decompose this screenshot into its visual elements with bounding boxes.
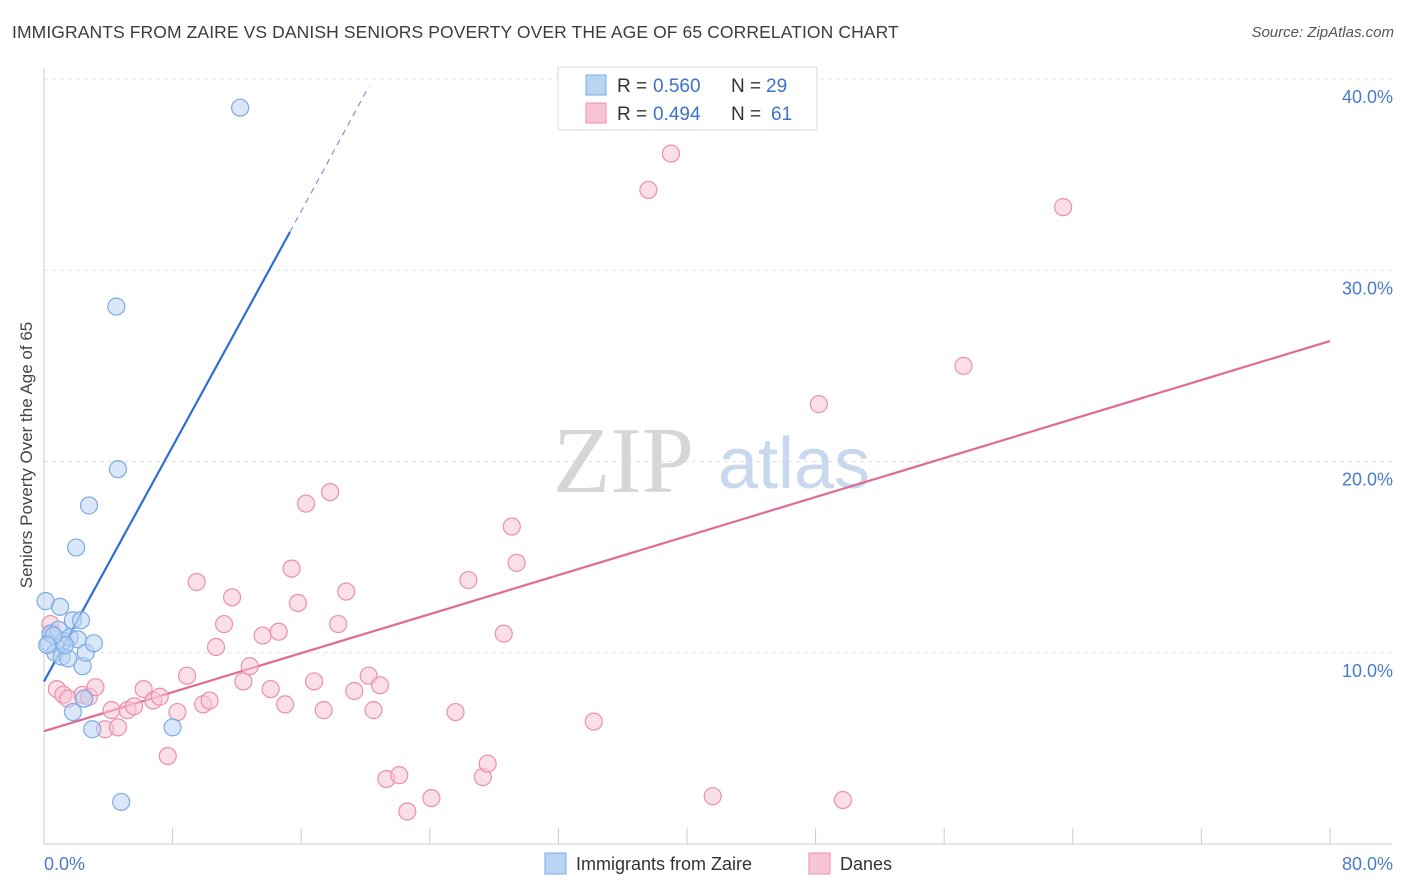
danes-point-46 xyxy=(422,788,441,808)
danes-point-10 xyxy=(108,718,128,737)
y-tick-label-1: 20.0% xyxy=(1342,470,1393,490)
tick-labels: 10.0% 20.0% 30.0% 40.0% 0.0% 80.0% xyxy=(44,87,1393,874)
y-tick-label-3: 40.0% xyxy=(1342,87,1393,107)
danes-point-38 xyxy=(337,582,356,601)
zaire-point-13 xyxy=(67,538,86,557)
danes-point-16 xyxy=(158,746,177,766)
danes-point-57 xyxy=(703,787,722,806)
danes-point-56 xyxy=(661,144,681,163)
bottom-legend-label-zaire: Immigrants from Zaire xyxy=(576,854,752,874)
danes-point-9 xyxy=(102,701,121,720)
zaire-point-20 xyxy=(83,720,102,739)
danes-point-19 xyxy=(187,572,206,592)
axes xyxy=(43,68,1392,845)
danes-point-36 xyxy=(321,483,340,502)
bottom-legend-swatch-danes xyxy=(808,852,831,875)
danes-point-17 xyxy=(168,702,187,722)
danes-point-53 xyxy=(507,553,526,572)
zaire-point-18 xyxy=(84,634,103,653)
danes-point-60 xyxy=(954,356,973,375)
y-tick-label-2: 30.0% xyxy=(1342,278,1393,298)
trend-extension-0 xyxy=(289,86,370,233)
danes-point-59 xyxy=(833,790,853,810)
danes-point-7 xyxy=(86,678,105,697)
y-axis-label: Seniors Poverty Over the Age of 65 xyxy=(17,322,36,588)
legend-swatch-zaire xyxy=(585,74,607,96)
zaire-point-24 xyxy=(163,718,182,737)
danes-point-55 xyxy=(639,180,658,200)
legend-n-value-zaire: 29 xyxy=(766,76,787,97)
data-points xyxy=(36,98,1073,821)
y-tick-label-0: 10.0% xyxy=(1342,661,1393,681)
x-tick-label-0: 0.0% xyxy=(44,854,85,874)
x-tick-label-1: 80.0% xyxy=(1342,854,1393,874)
danes-point-54 xyxy=(584,712,603,731)
legend-r-label-danes: R = xyxy=(617,104,647,125)
danes-point-51 xyxy=(494,624,513,643)
danes-point-27 xyxy=(253,626,272,645)
zaire-point-15 xyxy=(75,689,94,708)
bottom-legend: Immigrants from Zaire Danes xyxy=(544,852,892,875)
legend-r-value-danes: 0.494 xyxy=(653,104,701,125)
danes-point-18 xyxy=(177,666,197,685)
danes-point-61 xyxy=(1054,198,1073,217)
legend-swatch-danes xyxy=(585,102,607,124)
zaire-point-23 xyxy=(112,792,131,812)
danes-point-30 xyxy=(276,695,295,714)
danes-point-42 xyxy=(370,676,390,695)
zaire-point-19 xyxy=(63,702,83,722)
danes-point-58 xyxy=(809,395,828,414)
danes-point-37 xyxy=(329,614,348,634)
danes-point-12 xyxy=(124,697,144,716)
bottom-legend-swatch-zaire xyxy=(544,852,567,875)
danes-point-41 xyxy=(364,701,383,720)
danes-point-24 xyxy=(222,588,242,607)
zaire-point-21 xyxy=(107,297,126,316)
danes-point-26 xyxy=(240,657,259,676)
danes-point-22 xyxy=(206,637,226,657)
danes-point-39 xyxy=(345,681,364,701)
legend-r-value-zaire: 0.560 xyxy=(653,76,701,97)
watermark-atlas: atlas xyxy=(718,424,870,504)
danes-point-50 xyxy=(478,754,497,773)
legend-r-label-zaire: R = xyxy=(617,76,647,97)
gridlines xyxy=(44,78,1392,654)
danes-point-33 xyxy=(296,494,316,513)
danes-point-21 xyxy=(200,691,219,710)
zaire-point-25 xyxy=(231,98,250,117)
legend-n-label-zaire: N = xyxy=(731,76,761,97)
danes-point-48 xyxy=(459,570,478,590)
source-label: Source: ZipAtlas.com xyxy=(1251,24,1394,41)
danes-point-15 xyxy=(150,687,169,706)
zipatlas-watermark: ZIP atlas xyxy=(553,409,870,513)
danes-point-29 xyxy=(269,622,288,641)
danes-point-47 xyxy=(446,702,465,722)
bottom-legend-label-danes: Danes xyxy=(840,854,892,874)
zaire-point-17 xyxy=(79,496,99,515)
danes-point-28 xyxy=(261,679,280,699)
legend-n-label-danes: N = xyxy=(731,104,761,125)
zaire-point-22 xyxy=(108,460,128,479)
trend-line-1 xyxy=(43,339,1331,733)
watermark-zip: ZIP xyxy=(553,409,694,513)
zaire-point-12 xyxy=(71,611,91,630)
trend-line-0 xyxy=(43,231,291,682)
danes-point-35 xyxy=(314,701,333,720)
zaire-point-4 xyxy=(50,597,70,616)
zaire-point-28 xyxy=(38,635,57,655)
legend-n-value-danes: 61 xyxy=(771,104,792,125)
danes-point-23 xyxy=(214,614,234,634)
danes-point-31 xyxy=(282,559,301,578)
danes-point-25 xyxy=(234,672,253,691)
danes-point-52 xyxy=(502,517,521,536)
danes-point-44 xyxy=(390,766,409,785)
danes-point-34 xyxy=(304,672,324,691)
legend-box: R = 0.560 N = 29 R = 0.494 N = 61 xyxy=(557,66,818,131)
chart-title: IMMIGRANTS FROM ZAIRE VS DANISH SENIORS … xyxy=(12,22,899,42)
danes-point-45 xyxy=(398,802,417,821)
danes-point-32 xyxy=(288,593,308,613)
